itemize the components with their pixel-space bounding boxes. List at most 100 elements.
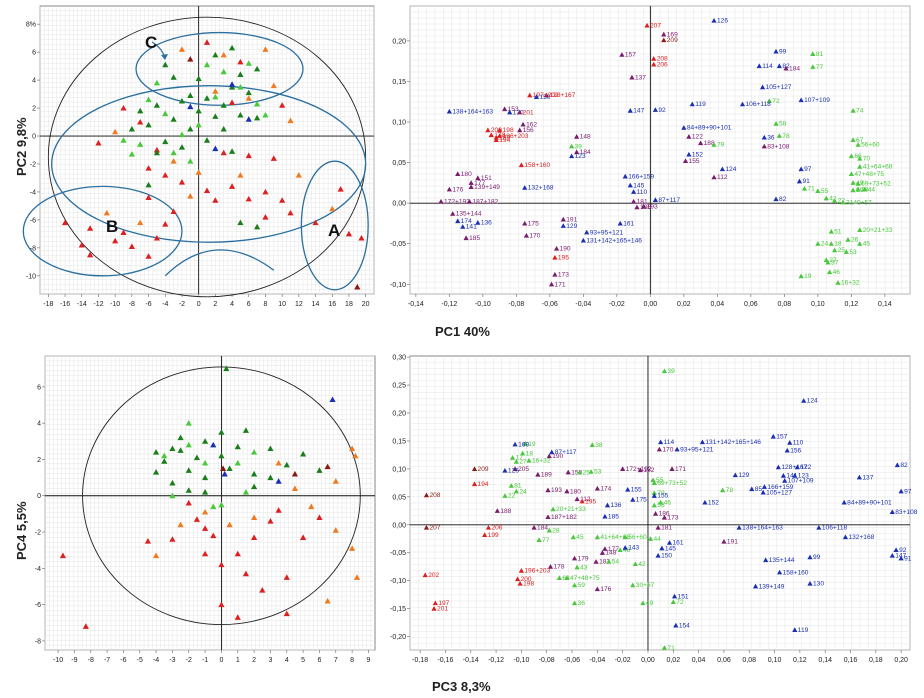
data-point-label: 199 <box>488 532 499 539</box>
data-point-marker <box>354 283 361 290</box>
x-tick-label: 0,04 <box>711 301 725 308</box>
data-point-label: 187+182 <box>472 199 498 206</box>
data-point-marker <box>291 485 299 491</box>
data-point-marker <box>455 171 461 177</box>
data-point-label: 139+149 <box>759 583 785 590</box>
data-point-marker <box>226 521 233 528</box>
data-point-label: 143 <box>628 545 639 552</box>
data-point-marker <box>170 74 177 80</box>
data-point-marker <box>145 96 152 103</box>
data-point-marker <box>686 151 692 157</box>
data-point-marker <box>640 600 646 606</box>
data-point-marker <box>128 125 135 132</box>
data-point-label: 189 <box>499 134 510 141</box>
data-point-marker <box>651 490 657 496</box>
data-point-marker <box>857 241 863 246</box>
data-point-marker <box>577 469 583 475</box>
data-point-label: 43 <box>580 564 588 571</box>
data-point-marker <box>120 229 127 235</box>
data-point-label: 200 <box>521 576 532 583</box>
x-tick-label: -3 <box>169 657 175 664</box>
y-tick-label: 4 <box>32 78 36 85</box>
data-point-marker <box>535 471 541 477</box>
data-point-marker <box>589 442 595 447</box>
data-point-marker <box>152 449 160 455</box>
data-point-marker <box>828 228 834 234</box>
x-tick-label: 2 <box>213 301 217 308</box>
data-point-marker <box>798 166 804 172</box>
data-point-label: 82 <box>779 196 787 203</box>
data-point-marker <box>234 614 241 620</box>
data-point-marker <box>267 445 274 452</box>
data-point-marker <box>835 280 841 285</box>
data-point-marker <box>825 259 831 265</box>
data-point-label: 67 <box>856 137 864 144</box>
data-point-marker <box>550 506 556 512</box>
data-point-label: 124 <box>725 166 736 173</box>
pc1-axis-label: PC1 40% <box>435 324 490 339</box>
data-point-label: 70 <box>863 156 871 163</box>
data-point-marker <box>796 178 803 184</box>
data-point-label: 147 <box>633 108 644 115</box>
data-point-label: 84+89+90+101 <box>847 499 892 506</box>
data-point-marker <box>226 465 233 471</box>
data-point-label: 45 <box>863 241 871 248</box>
x-tick-label: -10 <box>53 657 63 664</box>
data-point-marker <box>237 172 244 178</box>
data-point-marker <box>228 183 236 189</box>
loading-plot-pc1-pc2: -0,14 -0,12 -0,10 -0,08 -0,06 -0,04 -0,02 0,00 0… <box>390 5 911 308</box>
x-tick-label: 7 <box>334 657 338 664</box>
data-point-marker <box>894 462 900 468</box>
data-point-label: 206 <box>657 61 668 68</box>
data-point-label: 41+64+68 <box>600 534 630 541</box>
data-point-label: 178 <box>554 564 565 571</box>
data-point-marker <box>468 180 474 185</box>
data-point-marker <box>237 219 244 226</box>
data-point-marker <box>137 107 144 114</box>
data-point-label: 17 <box>516 455 524 462</box>
x-tick-label: 0,12 <box>793 657 807 664</box>
data-point-marker <box>658 499 664 505</box>
data-point-marker <box>602 513 608 519</box>
y-tick-label: 0,00 <box>392 201 406 208</box>
x-tick-label: -4 <box>162 301 168 308</box>
x-tick-label: 6 <box>247 301 251 308</box>
y-tick-label: 0,10 <box>392 466 406 473</box>
data-point-marker <box>283 610 290 617</box>
data-point-label: 208 <box>429 492 440 499</box>
data-point-label: 197 <box>438 600 449 607</box>
data-point-marker <box>218 601 225 608</box>
data-point-marker <box>801 398 807 403</box>
data-point-marker <box>300 450 307 457</box>
data-point-marker <box>564 575 570 580</box>
group-label-a: A <box>328 221 340 240</box>
data-point-marker <box>279 102 286 108</box>
data-point-marker <box>671 593 678 599</box>
data-point-label: 196+203 <box>503 133 529 140</box>
data-point-marker <box>721 538 727 544</box>
data-point-marker <box>228 44 236 51</box>
data-point-marker <box>584 229 590 235</box>
data-point-marker <box>513 488 519 494</box>
data-point-marker <box>574 134 580 139</box>
data-point-marker <box>262 188 269 195</box>
data-point-marker <box>201 474 209 481</box>
data-point-label: 193 <box>647 203 658 210</box>
data-point-marker <box>275 478 282 484</box>
data-point-marker <box>552 254 558 260</box>
data-point-marker <box>520 121 526 127</box>
data-point-marker <box>670 599 676 605</box>
group-label-b: B <box>106 217 118 236</box>
data-point-label: 93+95+121 <box>590 229 624 236</box>
data-point-label: 145 <box>633 182 644 189</box>
data-point-label: 112 <box>717 174 728 181</box>
data-point-label: 171 <box>675 466 686 473</box>
data-point-label: 106+118 <box>822 525 848 532</box>
data-point-label: 197+202 <box>533 92 559 99</box>
data-point-label: 129 <box>738 472 749 479</box>
data-point-marker <box>810 64 816 69</box>
data-point-label: 72 <box>772 98 780 105</box>
data-point-marker <box>651 502 657 508</box>
group-label-c: C <box>145 33 157 52</box>
data-point-marker <box>234 550 241 557</box>
